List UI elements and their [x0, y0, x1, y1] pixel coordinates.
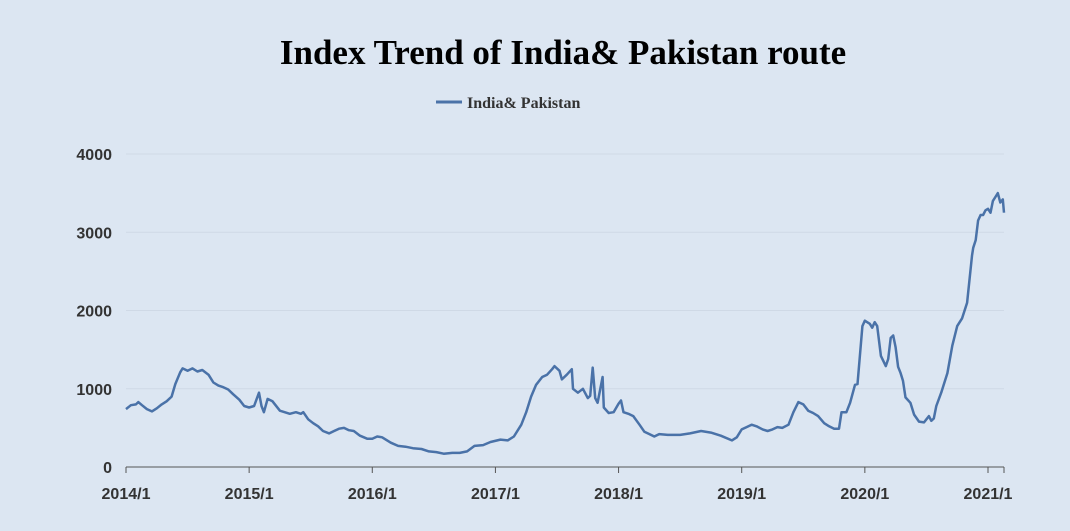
y-tick-label: 0	[103, 460, 112, 477]
x-tick-label: 2020/1	[840, 486, 889, 503]
x-tick-label: 2016/1	[348, 486, 397, 503]
y-tick-label: 3000	[76, 225, 112, 242]
series-layer	[125, 191, 1006, 455]
y-tick-label: 1000	[76, 382, 112, 399]
x-tick-label: 2015/1	[225, 486, 274, 503]
y-tick-label: 2000	[76, 304, 112, 321]
x-tick-label: 2014/1	[102, 486, 151, 503]
x-tick-label: 2017/1	[471, 486, 520, 503]
grid	[126, 153, 1004, 390]
x-tick-label: 2019/1	[717, 486, 766, 503]
y-tick-label: 4000	[76, 147, 112, 164]
legend: India& Pakistan	[436, 95, 580, 112]
axes: 0 1000 2000 3000 4000 2014/1 2015/1 2016/1 2017/…	[76, 147, 1012, 503]
chart-title: Index Trend of India& Pakistan route	[280, 33, 846, 72]
x-tick-label: 2018/1	[594, 486, 643, 503]
legend-label: India& Pakistan	[467, 95, 580, 112]
series-line-india-pakistan	[125, 191, 1006, 455]
x-tick-label: 2021/1	[964, 486, 1013, 503]
